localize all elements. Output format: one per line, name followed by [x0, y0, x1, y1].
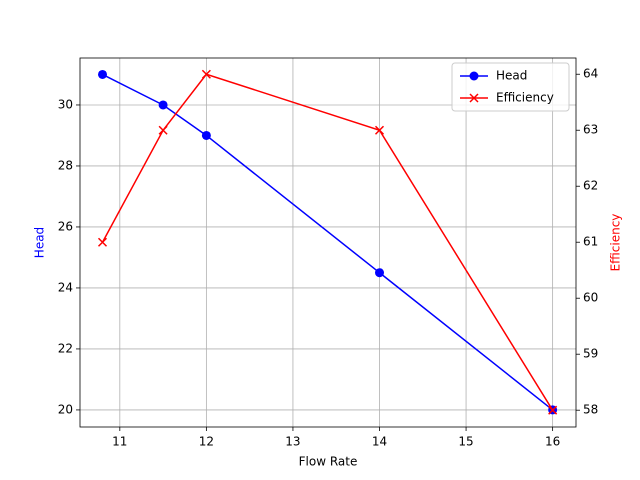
y2-tick-label: 64: [583, 67, 598, 81]
marker: [158, 100, 168, 110]
y-tick-label: 20: [58, 402, 73, 416]
x-tick-label: 11: [112, 435, 127, 449]
marker: [548, 405, 558, 415]
x-tick-label: 12: [199, 435, 214, 449]
y-tick-label: 26: [58, 219, 73, 233]
marker: [375, 268, 385, 278]
marker: [201, 69, 211, 79]
legend-marker: [469, 93, 479, 103]
y-tick-label: 28: [58, 158, 73, 172]
y2-tick-label: 58: [583, 403, 598, 417]
legend-label: Efficiency: [496, 91, 554, 105]
y2-tick-label: 59: [583, 347, 598, 361]
x-tick-label: 15: [458, 435, 473, 449]
marker: [98, 69, 108, 79]
x-tick-label: 13: [285, 435, 300, 449]
y-axis-label: Head: [33, 227, 47, 258]
y2-tick-label: 61: [583, 235, 598, 249]
y-tick-label: 30: [58, 97, 73, 111]
plot-frame: [79, 57, 577, 428]
marker: [374, 125, 385, 135]
y2-tick-label: 62: [583, 179, 598, 193]
x-tick-label: 14: [372, 435, 387, 449]
x-tick-label: 16: [545, 435, 560, 449]
y-tick-label: 24: [58, 280, 73, 294]
legend-label: Head: [496, 69, 527, 83]
marker: [97, 237, 108, 247]
x-axis-label: Flow Rate: [299, 455, 358, 469]
legend-box: [451, 62, 570, 112]
legend-marker: [469, 71, 479, 81]
y-tick-label: 22: [58, 341, 73, 355]
y2-tick-label: 63: [583, 123, 598, 137]
y2-axis-label: Efficiency: [609, 214, 623, 272]
marker: [158, 125, 168, 135]
y2-tick-label: 60: [583, 291, 598, 305]
marker: [201, 130, 211, 140]
